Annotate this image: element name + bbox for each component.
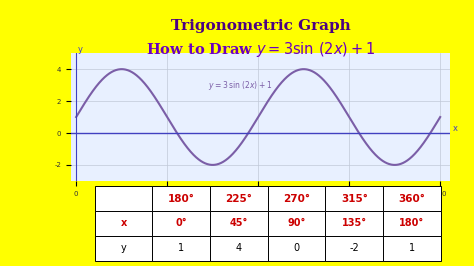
Text: 1: 1 <box>409 243 415 253</box>
Text: -2: -2 <box>349 243 359 253</box>
Bar <box>210 236 268 261</box>
Bar <box>383 186 441 211</box>
Bar <box>153 186 210 211</box>
Text: 225°: 225° <box>226 194 253 203</box>
Bar <box>210 186 268 211</box>
Text: y: y <box>78 45 83 54</box>
Bar <box>268 211 326 236</box>
Text: x: x <box>452 124 457 133</box>
Bar <box>268 236 326 261</box>
Bar <box>95 186 153 211</box>
Text: 315°: 315° <box>341 194 368 203</box>
Text: 180°: 180° <box>400 218 425 228</box>
Bar <box>153 236 210 261</box>
Text: How to Draw $y = 3\sin\,(2x) + 1$: How to Draw $y = 3\sin\,(2x) + 1$ <box>146 40 375 59</box>
Bar <box>153 211 210 236</box>
Bar <box>326 186 383 211</box>
Text: 4: 4 <box>236 243 242 253</box>
Bar <box>210 211 268 236</box>
Text: 360°: 360° <box>399 194 426 203</box>
Text: y: y <box>121 243 127 253</box>
Text: 45°: 45° <box>230 218 248 228</box>
Bar <box>268 186 326 211</box>
Text: 135°: 135° <box>342 218 367 228</box>
Text: 270°: 270° <box>283 194 310 203</box>
Bar <box>383 211 441 236</box>
Text: 180°: 180° <box>168 194 195 203</box>
Bar <box>95 211 153 236</box>
Text: x: x <box>120 218 127 228</box>
Bar <box>95 236 153 261</box>
Text: 1: 1 <box>178 243 184 253</box>
Bar <box>326 211 383 236</box>
Text: 90°: 90° <box>287 218 306 228</box>
Bar <box>383 236 441 261</box>
Text: 0: 0 <box>293 243 300 253</box>
Text: 0°: 0° <box>175 218 187 228</box>
Text: Trigonometric Graph: Trigonometric Graph <box>171 19 351 33</box>
Text: $y = 3\,\sin\,(2x) + 1$: $y = 3\,\sin\,(2x) + 1$ <box>208 79 272 92</box>
Bar <box>326 236 383 261</box>
